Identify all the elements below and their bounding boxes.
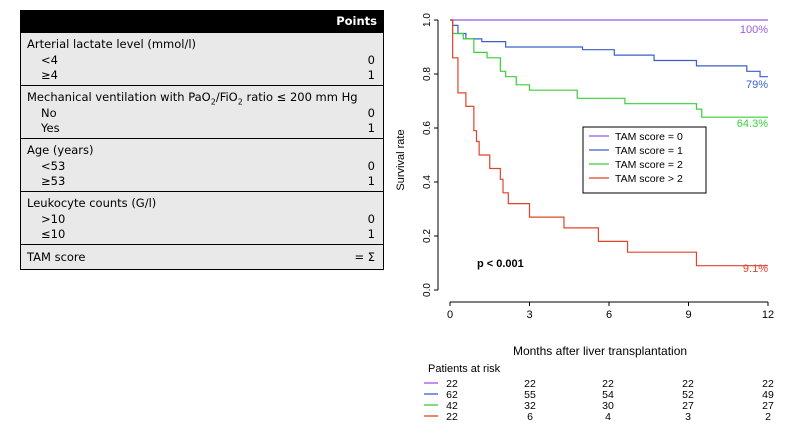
x-tick-label: 0 [447,309,453,321]
legend-entry: TAM score = 2 [615,159,683,171]
p-value-annotation: p < 0.001 [477,258,524,270]
legend-entry: TAM score > 2 [615,173,683,185]
risk-count: 52 [682,389,694,401]
risk-count: 3 [685,411,691,423]
x-tick-label: 6 [606,309,612,321]
group-title-leukocyte: Leukocyte counts (G/l) [27,196,157,210]
risk-count: 27 [762,400,774,412]
end-label-1: 79% [746,79,768,91]
points-header: Points [21,11,383,32]
y-axis-label: Survival rate [395,129,407,190]
x-tick-label: 3 [526,309,532,321]
y-tick-label: 0.2 [422,229,433,243]
risk-count: 22 [762,378,774,390]
tam-score-total-points: = Σ [354,250,375,264]
chart-legend: TAM score = 0 TAM score = 1 TAM score = 2 T… [582,126,707,194]
tam-score-table: Points Arterial lactate level (mmol/l) <… [20,10,384,270]
legend-entry: TAM score = 1 [615,145,683,157]
group-title-lactate: Arterial lactate level (mmol/l) [27,37,197,51]
end-label-0: 100% [740,24,768,36]
chart-curves [450,19,768,267]
table-row: No 0 [41,106,375,120]
table-row: ≥53 1 [41,174,375,188]
group-leukocyte: Leukocyte counts (G/l) >10 0 ≤10 1 [21,191,383,244]
legend-box [582,126,707,194]
x-tick-label: 12 [762,309,774,321]
risk-count: 22 [682,378,694,390]
survival-curve-2 [450,19,768,118]
risk-count: 30 [602,400,614,412]
risk-count: 27 [682,400,694,412]
risk-count: 55 [524,389,536,401]
survival-curve-1 [450,19,768,78]
x-tick-label: 9 [685,309,691,321]
table-row: <4 0 [41,53,375,67]
chart-ticks: 0 3 6 9 12 0.0 0.2 0.4 0.6 0.8 1.0 [422,13,774,321]
risk-count: 49 [762,389,774,401]
table-row: <53 0 [41,159,375,173]
group-title-ventilation: Mechanical ventilation with PaO2/FiO2 ra… [27,90,358,107]
group-title-age: Age (years) [27,143,94,157]
y-tick-label: 0.4 [422,175,433,189]
table-row: TAM score = Σ [21,249,383,266]
risk-count: 22 [446,378,458,390]
y-tick-label: 0.0 [422,283,433,297]
risk-table-title: Patients at risk [428,363,501,375]
table-row: Yes 1 [41,121,375,135]
table-row: ≥4 1 [41,68,375,82]
y-tick-label: 0.6 [422,121,433,135]
risk-count: 42 [446,400,458,412]
risk-count: 54 [602,389,614,401]
legend-entry: TAM score = 0 [615,131,683,143]
risk-count: 22 [602,378,614,390]
group-age: Age (years) <53 0 ≥53 1 [21,138,383,191]
risk-count: 62 [446,389,458,401]
group-lactate: Arterial lactate level (mmol/l) <4 0 ≥4 1 [21,32,383,85]
risk-count: 6 [527,411,533,423]
y-tick-label: 1.0 [422,13,433,27]
y-tick-label: 0.8 [422,67,433,81]
survival-curve-3 [450,19,768,267]
risk-count: 22 [446,411,458,423]
group-total: TAM score = Σ [21,244,383,269]
end-label-2: 64.3% [737,118,768,130]
chart-end-labels: 100% 79% 64.3% 9.1% [737,24,768,275]
table-row: >10 0 [41,212,375,226]
group-ventilation: Mechanical ventilation with PaO2/FiO2 ra… [21,85,383,138]
end-label-3: 9.1% [743,263,768,275]
x-axis-label: Months after liver transplantation [513,344,687,358]
risk-count: 32 [524,400,536,412]
tam-score-total-label: TAM score [27,250,86,264]
risk-count: 22 [524,378,536,390]
risk-count: 2 [765,411,771,423]
risk-count: 4 [605,411,611,423]
table-row: ≤10 1 [41,227,375,241]
